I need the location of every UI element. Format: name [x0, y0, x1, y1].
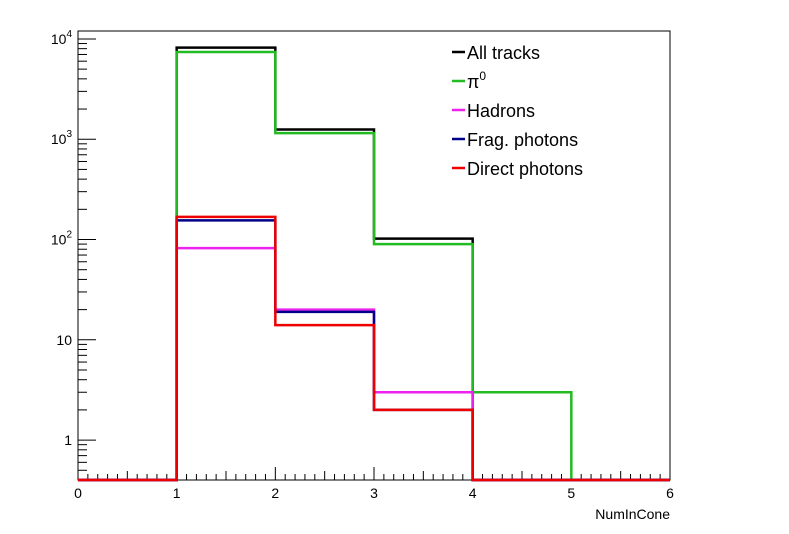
- x-tick-label: 5: [567, 485, 575, 501]
- x-axis-label: NumInCone: [595, 506, 670, 522]
- y-tick-label: 1: [64, 432, 72, 448]
- x-tick-label: 1: [173, 485, 181, 501]
- legend-label: π0: [467, 69, 486, 92]
- series-line: [78, 50, 670, 482]
- y-tick-label: 10: [56, 332, 72, 348]
- x-tick-label: 0: [74, 485, 82, 501]
- legend: All tracks π0 Hadrons Frag. photons Direct p…: [452, 43, 583, 179]
- series-line: [78, 46, 670, 482]
- y-tick-label: 103: [51, 129, 73, 147]
- y-axis: 1 10 102 103 104: [51, 29, 96, 481]
- x-tick-label: 2: [271, 485, 279, 501]
- legend-label: All tracks: [467, 43, 540, 63]
- legend-label: Direct photons: [467, 159, 583, 179]
- y-tick-label: 102: [51, 230, 73, 248]
- series-line: [78, 215, 670, 482]
- legend-label: Frag. photons: [467, 130, 578, 150]
- x-axis: 0 1 2 3 4 5 6 NumInCone: [74, 467, 674, 522]
- plot-frame: [77, 30, 671, 481]
- x-tick-label: 4: [469, 485, 477, 501]
- y-tick-label: 104: [51, 29, 73, 47]
- legend-label: Hadrons: [467, 101, 535, 121]
- x-tick-label: 3: [370, 485, 378, 501]
- x-tick-label: 6: [666, 485, 674, 501]
